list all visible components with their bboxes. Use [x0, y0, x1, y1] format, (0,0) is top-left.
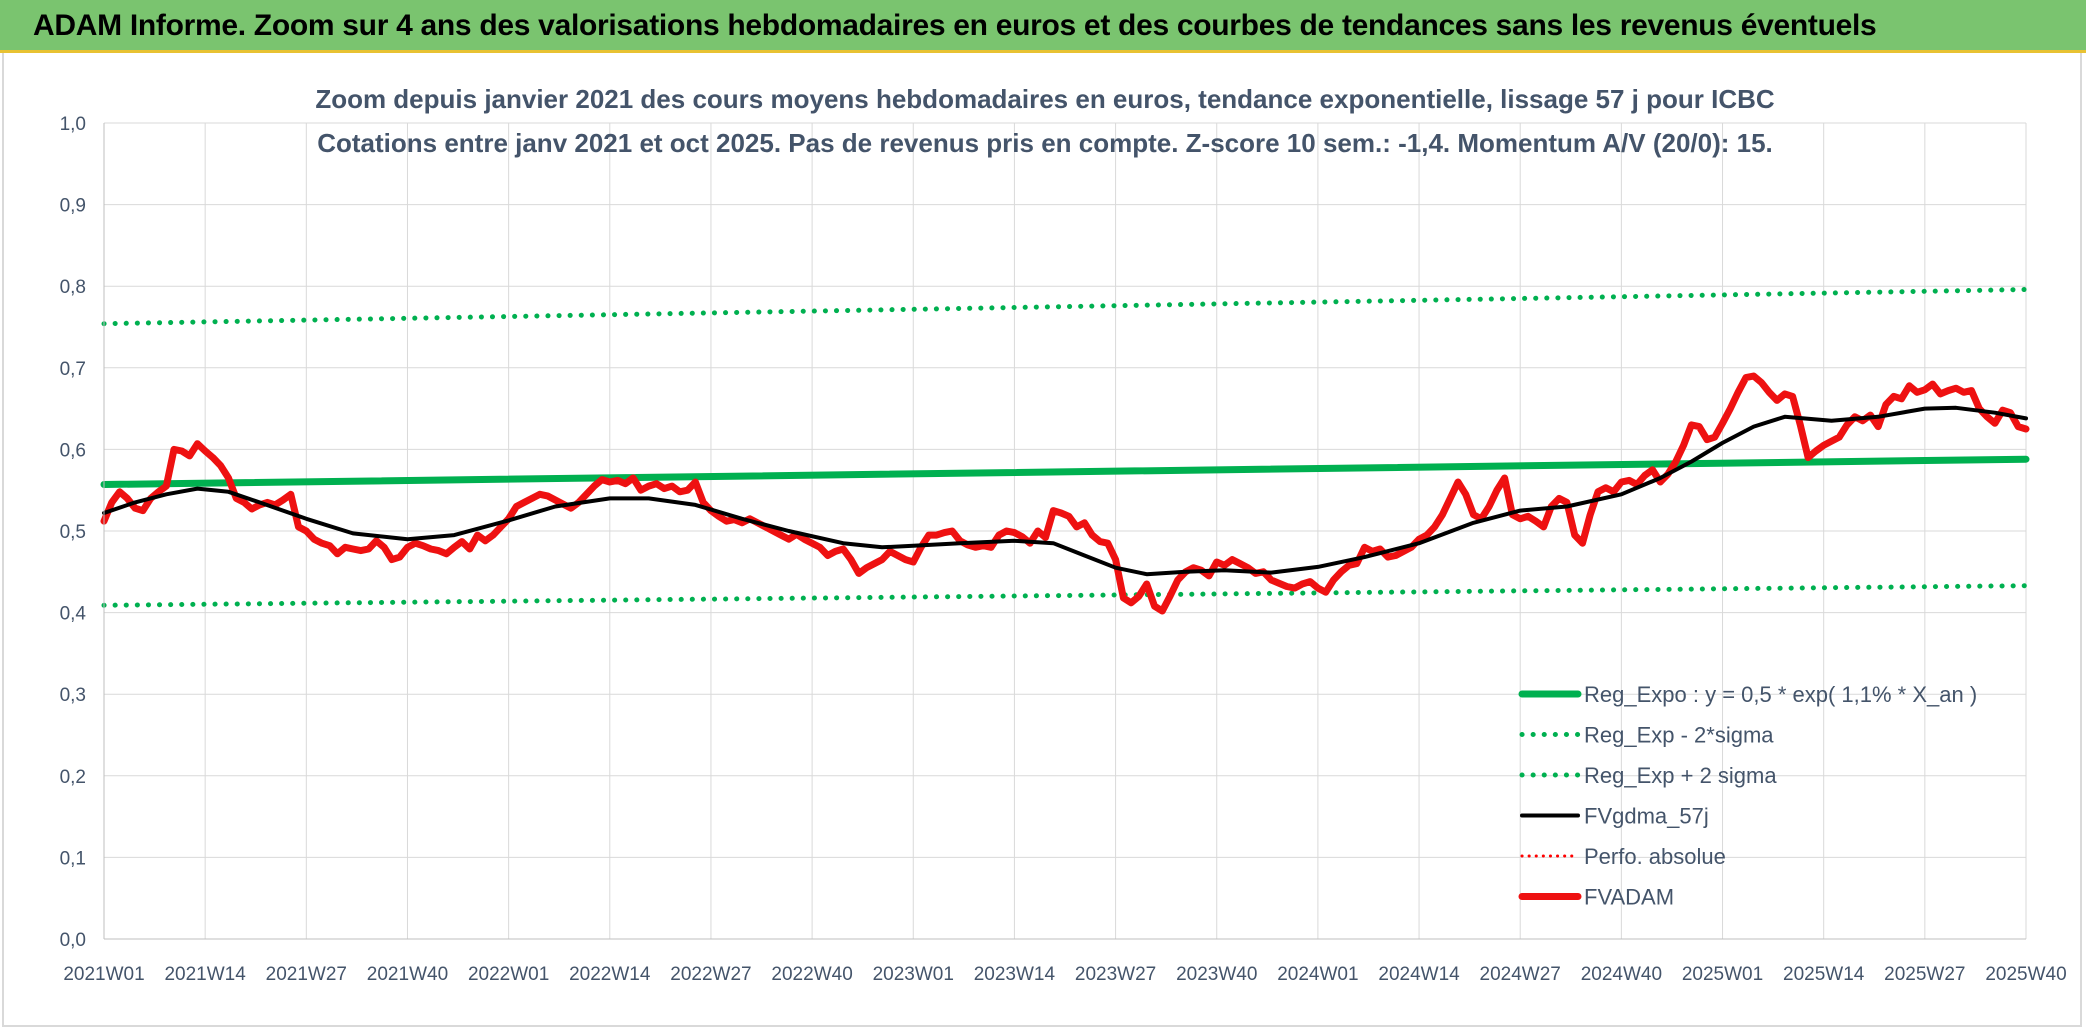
grid-lines [103, 122, 2027, 940]
x-tick-label: 2021W01 [63, 964, 144, 985]
x-tick-label: 2022W40 [771, 964, 852, 985]
y-tick-label: 0,6 [60, 440, 86, 461]
x-tick-label: 2024W27 [1480, 964, 1561, 985]
x-tick-label: 2021W14 [164, 964, 246, 985]
y-tick-label: 0,9 [60, 196, 86, 217]
chart-title: Zoom depuis janvier 2021 des cours moyen… [315, 84, 1775, 114]
x-tick-label: 2025W01 [1682, 964, 1763, 985]
x-tick-label: 2023W40 [1176, 964, 1257, 985]
x-tick-label: 2024W14 [1378, 964, 1460, 985]
y-tick-label: 0,8 [60, 277, 86, 298]
x-tick-label: 2025W27 [1884, 964, 1965, 985]
x-tick-label: 2021W27 [266, 964, 347, 985]
chart-subtitle: Cotations entre janv 2021 et oct 2025. P… [317, 128, 1773, 158]
series-line-2 [101, 287, 2029, 327]
x-tick-label: 2022W14 [569, 964, 651, 985]
legend-label: Reg_Exp - 2*sigma [1584, 723, 1774, 748]
x-tick-label: 2023W14 [974, 964, 1056, 985]
y-tick-label: 0,0 [60, 930, 86, 951]
series-lines [100, 287, 2030, 615]
y-tick-label: 0,2 [60, 767, 86, 788]
x-tick-label: 2023W27 [1075, 964, 1156, 985]
y-tick-label: 0,3 [60, 685, 86, 706]
x-tick-label: 2021W40 [367, 964, 448, 985]
series-line-0 [100, 455, 2030, 488]
y-tick-label: 1,0 [60, 114, 86, 135]
report-title: ADAM Informe. Zoom sur 4 ans des valoris… [33, 9, 1877, 42]
y-tick-label: 0,4 [60, 604, 87, 625]
y-tick-label: 0,5 [60, 522, 86, 543]
axes: 0,0 0,1 0,2 0,3 0,4 0,5 0,6 0,7 0,8 0,9 1,0 2021W01… [60, 114, 2067, 985]
y-tick-label: 0,1 [60, 848, 86, 869]
legend-label: Reg_Exp + 2 sigma [1584, 763, 1777, 788]
legend-label: Perfo. absolue [1584, 844, 1726, 869]
y-tick-label: 0,7 [60, 359, 86, 380]
x-tick-label: 2024W01 [1277, 964, 1358, 985]
chart-frame [2, 53, 2082, 1027]
series-line-5 [100, 372, 2030, 615]
x-tick-label: 2023W01 [873, 964, 954, 985]
report-banner: ADAM Informe. Zoom sur 4 ans des valoris… [0, 0, 2086, 53]
x-tick-label: 2022W01 [468, 964, 549, 985]
legend-label: Reg_Expo : y = 0,5 * exp( 1,1% * X_an ) [1584, 682, 1977, 707]
x-tick-label: 2022W27 [670, 964, 751, 985]
series-line-1 [101, 583, 2029, 608]
series-line-3 [102, 405, 2028, 577]
legend-label: FVgdma_57j [1584, 804, 1709, 829]
legend: Reg_Expo : y = 0,5 * exp( 1,1% * X_an ) R… [1518, 682, 1977, 910]
legend-label: FVADAM [1584, 885, 1674, 910]
x-tick-label: 2025W14 [1783, 964, 1865, 985]
x-tick-label: 2025W40 [1985, 964, 2066, 985]
x-tick-label: 2024W40 [1581, 964, 1662, 985]
